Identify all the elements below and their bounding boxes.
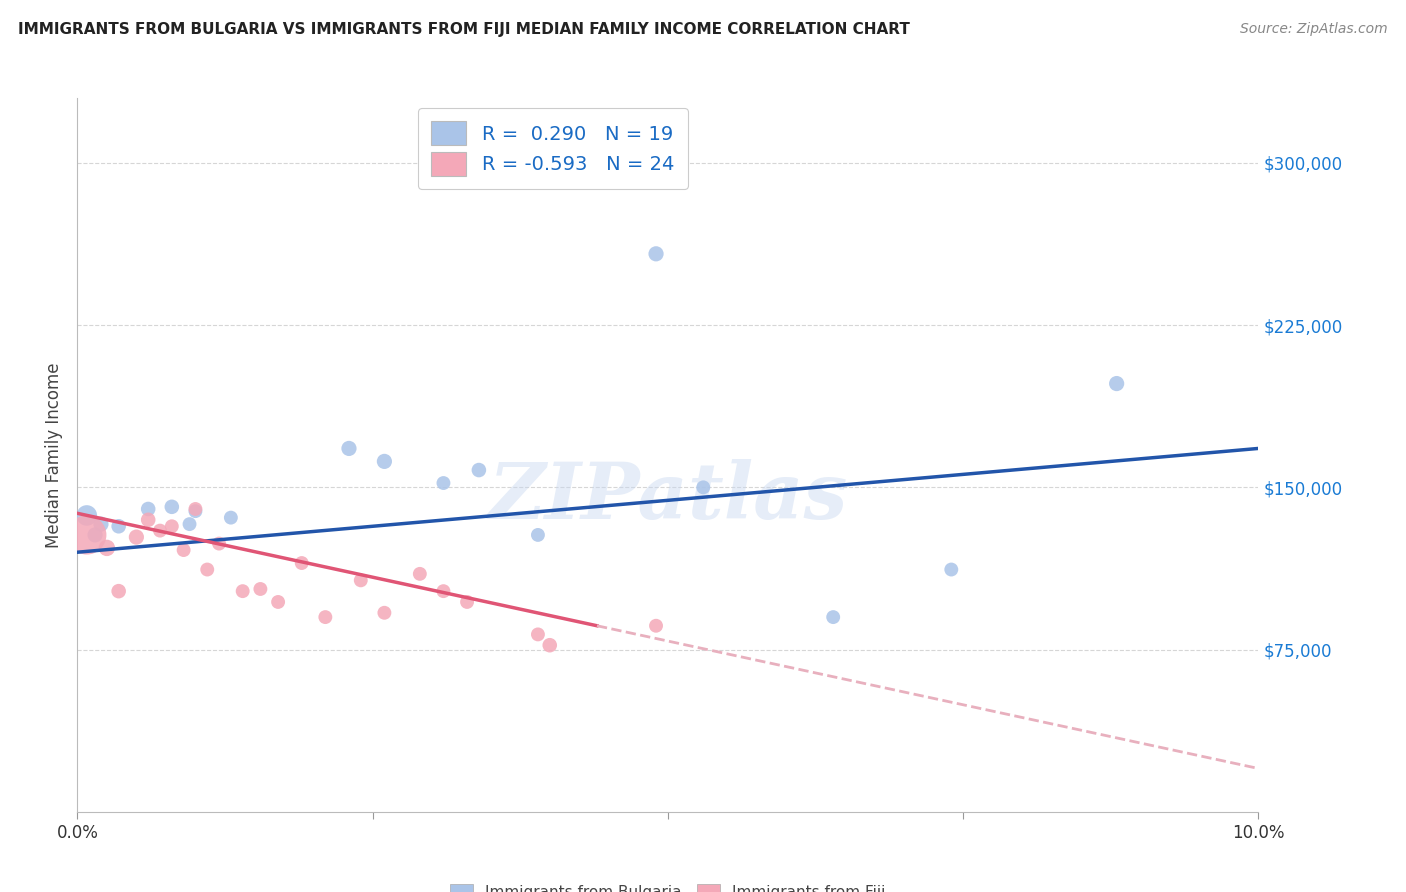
- Point: [179, 517, 201, 532]
- Point: [219, 510, 242, 524]
- Point: [645, 619, 668, 633]
- Point: [90, 517, 112, 532]
- Point: [337, 442, 360, 456]
- Point: [149, 524, 172, 538]
- Point: [373, 606, 395, 620]
- Point: [136, 513, 159, 527]
- Point: [432, 476, 454, 491]
- Text: IMMIGRANTS FROM BULGARIA VS IMMIGRANTS FROM FIJI MEDIAN FAMILY INCOME CORRELATIO: IMMIGRANTS FROM BULGARIA VS IMMIGRANTS F…: [18, 22, 910, 37]
- Point: [184, 504, 207, 518]
- Point: [84, 528, 107, 542]
- Point: [373, 454, 395, 468]
- Text: Source: ZipAtlas.com: Source: ZipAtlas.com: [1240, 22, 1388, 37]
- Point: [314, 610, 336, 624]
- Point: [160, 519, 183, 533]
- Text: ZIPatlas: ZIPatlas: [488, 459, 848, 536]
- Point: [527, 528, 550, 542]
- Point: [173, 543, 195, 558]
- Point: [409, 566, 432, 581]
- Y-axis label: Median Family Income: Median Family Income: [45, 362, 63, 548]
- Point: [76, 508, 98, 523]
- Point: [538, 638, 561, 652]
- Point: [823, 610, 845, 624]
- Point: [267, 595, 290, 609]
- Point: [941, 562, 963, 576]
- Point: [184, 502, 207, 516]
- Point: [645, 247, 668, 261]
- Point: [107, 519, 129, 533]
- Point: [195, 562, 218, 576]
- Point: [232, 584, 254, 599]
- Point: [350, 574, 373, 588]
- Point: [125, 530, 148, 544]
- Point: [527, 627, 550, 641]
- Point: [136, 502, 159, 516]
- Point: [468, 463, 491, 477]
- Point: [96, 541, 118, 555]
- Point: [291, 556, 314, 570]
- Point: [107, 584, 129, 599]
- Point: [160, 500, 183, 514]
- Point: [456, 595, 478, 609]
- Point: [249, 582, 271, 596]
- Point: [692, 480, 714, 494]
- Point: [432, 584, 454, 599]
- Point: [208, 536, 231, 550]
- Point: [76, 528, 98, 542]
- Point: [1105, 376, 1128, 391]
- Legend: Immigrants from Bulgaria, Immigrants from Fiji: Immigrants from Bulgaria, Immigrants fro…: [443, 877, 893, 892]
